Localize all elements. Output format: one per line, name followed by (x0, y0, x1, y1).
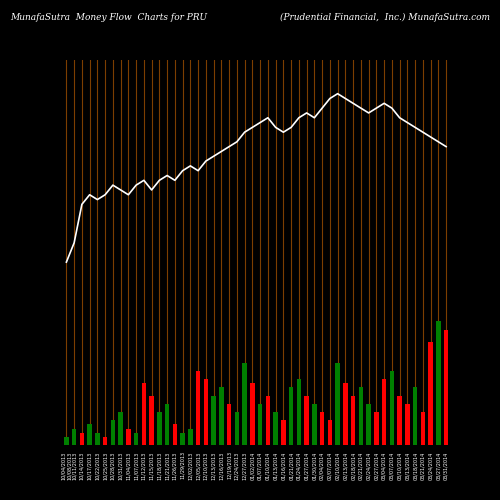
Bar (382, 379, 386, 445)
Bar (274, 412, 278, 445)
Bar (118, 412, 123, 445)
Bar (436, 322, 440, 445)
Bar (72, 428, 76, 445)
Bar (212, 396, 216, 445)
Bar (172, 424, 177, 445)
Bar (180, 432, 185, 445)
Bar (336, 362, 340, 445)
Bar (157, 412, 162, 445)
Bar (420, 412, 425, 445)
Bar (390, 371, 394, 445)
Bar (250, 383, 254, 445)
Bar (398, 396, 402, 445)
Bar (134, 432, 138, 445)
Bar (351, 396, 356, 445)
Bar (142, 383, 146, 445)
Bar (150, 396, 154, 445)
Bar (110, 420, 115, 445)
Bar (374, 412, 378, 445)
Bar (320, 412, 324, 445)
Bar (126, 428, 130, 445)
Bar (88, 424, 92, 445)
Bar (258, 404, 262, 445)
Bar (281, 420, 285, 445)
Bar (289, 387, 294, 445)
Bar (103, 437, 108, 445)
Bar (242, 362, 247, 445)
Bar (234, 412, 239, 445)
Bar (444, 330, 448, 445)
Bar (343, 383, 347, 445)
Text: MunafaSutra  Money Flow  Charts for PRU: MunafaSutra Money Flow Charts for PRU (10, 12, 207, 22)
Bar (296, 379, 301, 445)
Bar (366, 404, 371, 445)
Bar (312, 404, 316, 445)
Bar (304, 396, 309, 445)
Bar (428, 342, 433, 445)
Bar (165, 404, 170, 445)
Bar (219, 387, 224, 445)
Bar (188, 428, 192, 445)
Bar (227, 404, 232, 445)
Bar (328, 420, 332, 445)
Bar (80, 432, 84, 445)
Bar (204, 379, 208, 445)
Bar (64, 437, 68, 445)
Bar (405, 404, 409, 445)
Bar (413, 387, 418, 445)
Text: (Prudential Financial,  Inc.) MunafaSutra.com: (Prudential Financial, Inc.) MunafaSutra… (280, 12, 490, 22)
Bar (196, 371, 200, 445)
Bar (266, 396, 270, 445)
Bar (95, 432, 100, 445)
Bar (358, 387, 363, 445)
